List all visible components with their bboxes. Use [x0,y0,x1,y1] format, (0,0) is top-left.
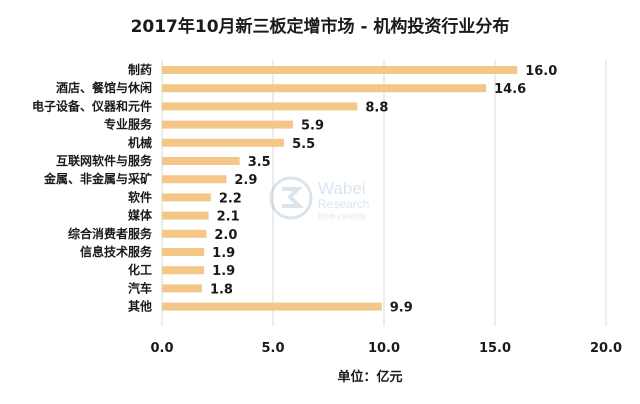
category-label: 专业服务 [104,117,153,132]
data-label: 1.9 [212,264,235,279]
watermark-tagline: 挖贝新三板研究院 [318,215,367,221]
bar [162,102,358,111]
x-tick-label: 0.0 [150,341,173,356]
bar [162,193,211,202]
data-label: 2.0 [214,228,237,243]
bar [162,266,205,275]
x-tick-label: 20.0 [590,341,622,356]
data-label: 1.9 [212,246,235,261]
data-label: 5.5 [292,137,315,152]
data-label: 16.0 [525,64,557,79]
category-label: 酒店、餐馆与休闲 [56,80,152,95]
category-label: 化工 [128,262,152,277]
x-tick-label: 15.0 [479,341,511,356]
bar [162,175,227,184]
data-label: 2.2 [219,191,242,206]
x-axis-label: 单位：亿元 [337,370,403,385]
watermark-subtitle: Research [318,197,370,211]
data-label: 9.9 [390,301,413,316]
category-label: 其他 [128,299,152,314]
data-label: 2.9 [234,173,257,188]
bar [162,211,209,220]
bar [162,284,202,293]
bar [162,66,518,74]
watermark-logo: Wabei Research 挖贝新三板研究院 [268,175,388,225]
data-label: 14.6 [494,82,526,97]
data-label: 8.8 [365,100,388,115]
bar [162,248,205,256]
bar [162,229,207,238]
bar [162,302,382,311]
watermark-name: Wabei [318,179,366,198]
bar [162,138,285,147]
category-label: 媒体 [128,208,153,223]
category-label: 电子设备、仪器和元件 [32,98,152,113]
bar [162,120,293,129]
chart-title: 2017年10月新三板定增市场 - 机构投资行业分布 [130,17,510,37]
category-label: 互联网软件与服务 [56,153,153,168]
data-label: 2.1 [217,210,240,225]
category-label: 金属、非金属与采矿 [43,171,152,186]
data-label: 3.5 [248,155,271,170]
bar [162,84,487,93]
category-label: 信息技术服务 [80,244,153,259]
category-label: 机械 [128,135,152,150]
bar [162,157,240,165]
x-tick-label: 5.0 [261,341,284,356]
wabei-logo-icon [269,176,313,220]
category-label: 软件 [128,189,152,204]
data-label: 5.9 [301,119,324,134]
category-label: 综合消费者服务 [68,226,153,241]
category-label: 制药 [128,62,152,77]
x-tick-label: 10.0 [368,341,400,356]
data-label: 1.8 [210,282,233,297]
category-label: 汽车 [128,280,152,295]
